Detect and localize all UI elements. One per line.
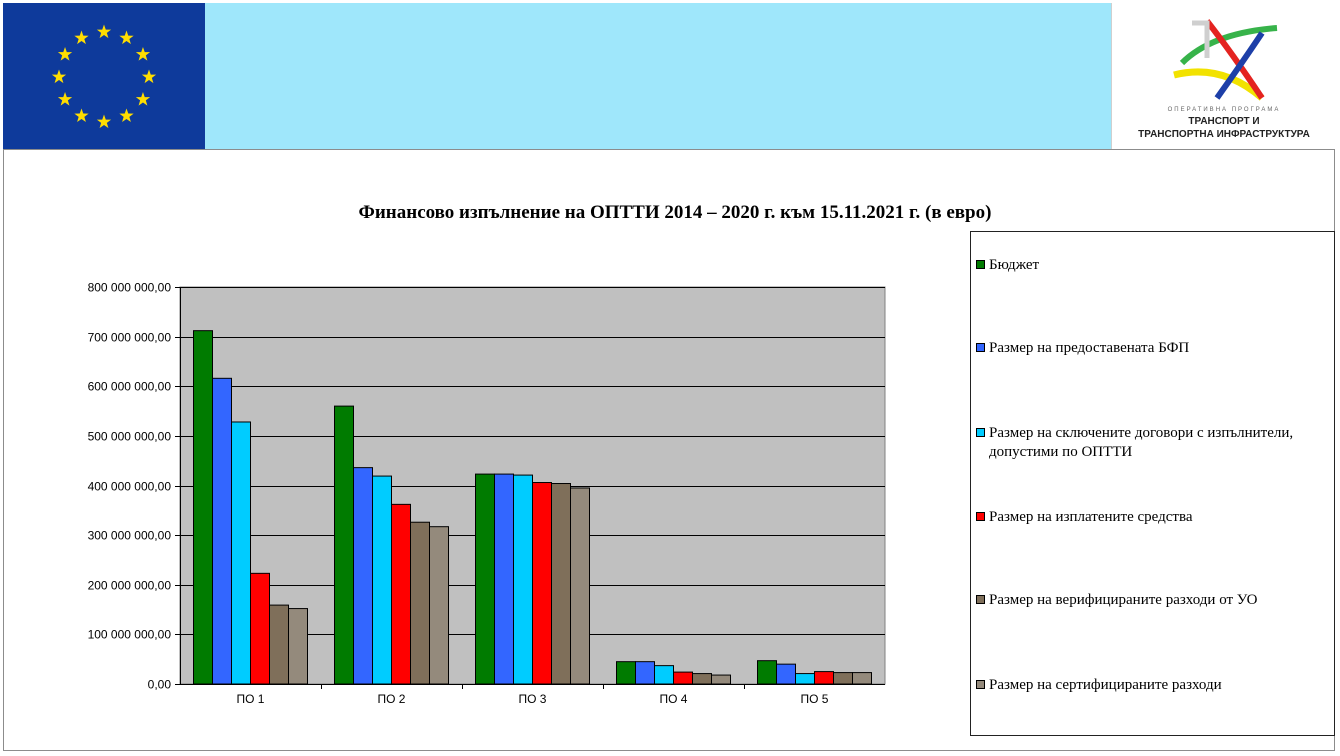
bar xyxy=(757,660,777,685)
bar xyxy=(673,671,693,685)
bar xyxy=(814,671,834,685)
legend-swatch xyxy=(976,343,985,352)
bar xyxy=(231,421,251,685)
bar xyxy=(391,503,411,685)
eu-star-icon xyxy=(135,47,151,61)
legend-swatch xyxy=(976,428,985,437)
y-tick-label: 700 000 000,00 xyxy=(88,331,172,345)
bar xyxy=(212,377,232,685)
banner-background xyxy=(205,3,1111,149)
bar xyxy=(193,330,213,685)
y-tick-label: 0,00 xyxy=(148,678,172,692)
x-tick-label: ПО 5 xyxy=(801,692,829,706)
eu-star-icon xyxy=(51,69,67,84)
y-tick-label: 100 000 000,00 xyxy=(88,628,172,642)
logo-small-text: ОПЕРАТИВНА ПРОГРАМА xyxy=(1167,107,1281,113)
legend-item: Размер на сертифицираните разходи xyxy=(976,676,1331,695)
legend-swatch xyxy=(976,260,985,269)
bar xyxy=(654,665,674,685)
logo-text-line2: ТРАНСПОРТНА ИНФРАСТРУКТУРА xyxy=(1138,129,1310,140)
eu-star-icon xyxy=(96,24,112,39)
eu-flag-logo xyxy=(3,3,205,149)
legend-item: Размер на сключените договори с изпълнит… xyxy=(976,424,1331,462)
y-tick-label: 800 000 000,00 xyxy=(88,281,172,295)
eu-star-icon xyxy=(57,47,73,61)
legend-label: Размер на сертифицираните разходи xyxy=(989,677,1222,693)
chart-legend: Бюджет Размер на предоставената БФП Размер… xyxy=(970,231,1335,736)
bar xyxy=(372,475,392,685)
legend-label: Размер на верифицираните разходи от УО xyxy=(989,592,1258,608)
legend-label: Бюджет xyxy=(989,257,1040,273)
logo-text-line1: ТРАНСПОРТ И xyxy=(1188,116,1260,127)
bar xyxy=(334,405,354,685)
bar xyxy=(635,661,655,685)
bar-chart: 0,00 100 000 000,00 200 000 000,00 300 000 … xyxy=(88,281,886,706)
bar xyxy=(353,467,373,685)
legend-swatch xyxy=(976,595,985,604)
legend-swatch xyxy=(976,512,985,521)
eu-star-icon xyxy=(119,108,134,123)
legend-item: Бюджет xyxy=(976,256,1331,275)
eu-star-icon xyxy=(141,69,157,84)
header-banner: ОПЕРАТИВНА ПРОГРАМА ТРАНСПОРТ И ТРАНСПОР… xyxy=(3,3,1336,150)
bar xyxy=(532,482,552,685)
bar xyxy=(692,673,712,685)
eu-star-icon xyxy=(96,114,112,129)
x-tick-label: ПО 3 xyxy=(519,692,547,706)
bar xyxy=(711,674,731,685)
bar xyxy=(269,604,289,685)
bar xyxy=(250,572,270,685)
eu-stars-icon xyxy=(51,24,157,129)
x-tick-label: ПО 4 xyxy=(660,692,688,706)
eu-star-icon xyxy=(135,92,151,106)
bar xyxy=(833,672,853,685)
legend-item: Размер на изплатените средства xyxy=(976,508,1331,527)
eu-star-icon xyxy=(74,30,89,45)
optti-logo-mark-icon xyxy=(1173,19,1278,101)
y-tick-label: 300 000 000,00 xyxy=(88,529,172,543)
chart-title: Финансово изпълнение на ОПТТИ 2014 – 202… xyxy=(358,202,992,223)
bar xyxy=(852,672,872,685)
bar xyxy=(551,483,571,685)
x-tick-label: ПО 1 xyxy=(237,692,265,706)
bar xyxy=(494,473,514,685)
eu-star-icon xyxy=(57,92,73,106)
bar xyxy=(616,661,636,685)
bar xyxy=(410,521,430,685)
legend-label: Размер на сключените договори с изпълнит… xyxy=(989,425,1294,460)
legend-item: Размер на верифицираните разходи от УО xyxy=(976,591,1331,610)
bar xyxy=(429,526,449,685)
eu-star-icon xyxy=(119,30,134,45)
legend-label: Размер на предоставената БФП xyxy=(989,340,1190,356)
y-tick-label: 500 000 000,00 xyxy=(88,430,172,444)
legend-item: Размер на предоставената БФП xyxy=(976,339,1331,358)
y-tick-label: 400 000 000,00 xyxy=(88,480,172,494)
bar xyxy=(776,663,796,685)
x-tick-label: ПО 2 xyxy=(378,692,406,706)
legend-swatch xyxy=(976,680,985,689)
bar xyxy=(795,673,815,685)
bar xyxy=(288,608,308,685)
eu-star-icon xyxy=(74,108,89,123)
bar xyxy=(570,487,590,685)
optti-logo: ОПЕРАТИВНА ПРОГРАМА ТРАНСПОРТ И ТРАНСПОР… xyxy=(1111,3,1336,149)
bar xyxy=(475,473,495,685)
y-tick-label: 200 000 000,00 xyxy=(88,579,172,593)
legend-label: Размер на изплатените средства xyxy=(989,509,1193,525)
y-tick-label: 600 000 000,00 xyxy=(88,380,172,394)
bar xyxy=(513,474,533,685)
